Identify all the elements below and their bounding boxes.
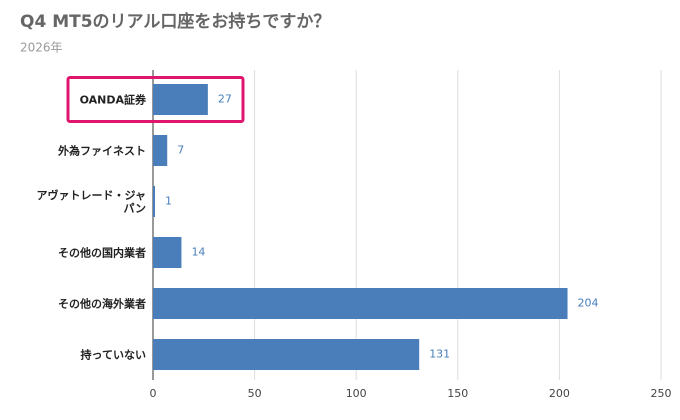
y-tick-label: その他の国内業者 <box>58 246 146 259</box>
x-tick-label: 150 <box>447 387 468 400</box>
x-tick-label: 250 <box>651 387 672 400</box>
highlight-box <box>66 76 245 123</box>
x-tick-label: 100 <box>346 387 367 400</box>
bar <box>153 84 208 115</box>
bar <box>153 288 568 319</box>
x-tick-label: 50 <box>248 387 262 400</box>
value-label: 7 <box>177 144 184 157</box>
chart-title: Q4 MT5のリアル口座をお持ちですか？ <box>20 11 330 32</box>
bar <box>153 339 420 370</box>
value-label: 14 <box>191 246 205 259</box>
value-label: 1 <box>165 195 172 208</box>
bar <box>153 237 182 268</box>
bar <box>153 135 168 166</box>
x-tick-label: 0 <box>150 387 157 400</box>
value-label: 27 <box>218 93 232 106</box>
value-label: 131 <box>429 348 450 361</box>
y-tick-label: その他の海外業者 <box>58 297 146 310</box>
value-label: 204 <box>578 297 599 310</box>
x-tick-label: 200 <box>549 387 570 400</box>
chart-subtitle: 2026年 <box>20 41 63 55</box>
y-tick-label: 外為ファイネスト <box>58 144 146 157</box>
y-tick-label: アヴァトレード・ジャパン <box>36 188 146 215</box>
y-tick-label: OANDA証券 <box>79 93 146 106</box>
bar <box>153 186 156 217</box>
y-tick-label: 持っていない <box>80 348 146 361</box>
